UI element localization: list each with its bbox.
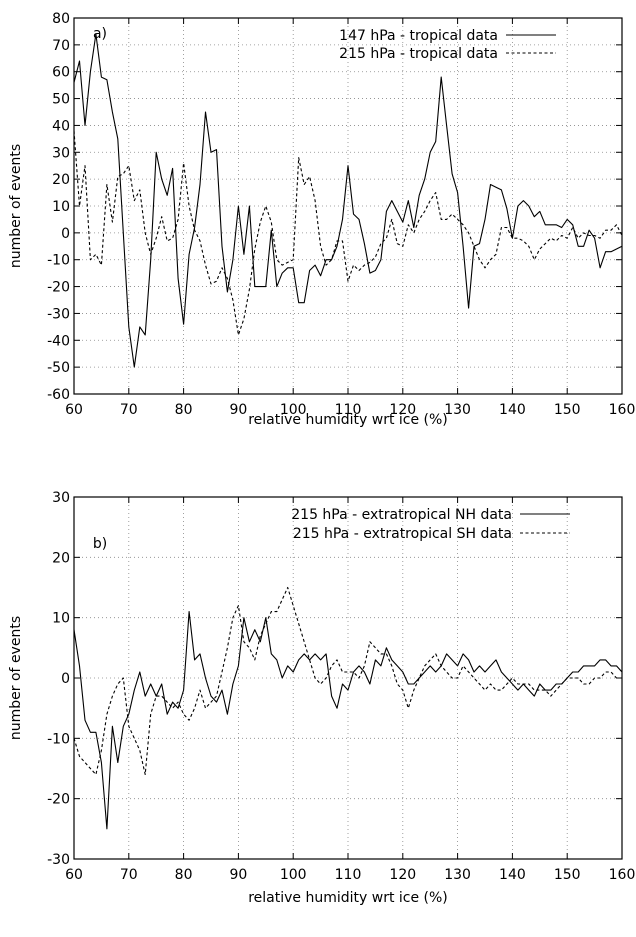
x-tick-label: 120 bbox=[389, 867, 416, 883]
y-tick-label: 10 bbox=[52, 199, 70, 215]
y-axis-label: number of events bbox=[8, 616, 24, 740]
y-tick-label: 0 bbox=[61, 226, 70, 242]
y-axis-label: number of events bbox=[8, 144, 24, 268]
legend-label: 147 hPa - tropical data bbox=[339, 28, 498, 44]
y-tick-label: 10 bbox=[52, 611, 70, 627]
y-tick-label: 20 bbox=[52, 172, 70, 188]
x-tick-label: 60 bbox=[65, 402, 83, 418]
x-tick-label: 140 bbox=[499, 867, 526, 883]
plot-frame bbox=[73, 17, 623, 395]
series-line-2 bbox=[74, 130, 622, 336]
x-tick-label: 140 bbox=[499, 402, 526, 418]
panel-a-chart: 60 70 80 90 100 110 120 130 140 150 160-60-50-40-3… bbox=[8, 11, 635, 428]
x-axis-label: relative humidity wrt ice (%) bbox=[248, 412, 448, 428]
y-tick-label: 30 bbox=[52, 145, 70, 161]
series-line-1 bbox=[74, 611, 622, 830]
y-tick-label: -60 bbox=[47, 387, 70, 403]
x-tick-label: 80 bbox=[175, 867, 193, 883]
y-tick-label: 70 bbox=[52, 38, 70, 54]
x-tick-label: 130 bbox=[444, 402, 471, 418]
y-tick-label: -30 bbox=[47, 852, 70, 868]
x-tick-label: 110 bbox=[335, 402, 362, 418]
x-tick-label: 100 bbox=[280, 402, 307, 418]
legend-label: 215 hPa - extratropical NH data bbox=[291, 507, 512, 523]
panel-label: b) bbox=[93, 536, 107, 552]
y-tick-label: -20 bbox=[47, 792, 70, 808]
x-tick-label: 110 bbox=[335, 867, 362, 883]
y-tick-label: -20 bbox=[47, 280, 70, 296]
x-tick-label: 160 bbox=[609, 867, 636, 883]
x-tick-label: 90 bbox=[229, 402, 247, 418]
y-tick-label: -10 bbox=[47, 731, 70, 747]
y-tick-label: -10 bbox=[47, 253, 70, 269]
plot-frame bbox=[73, 496, 623, 860]
y-tick-label: -40 bbox=[47, 333, 70, 349]
series-line-1 bbox=[74, 33, 622, 368]
y-tick-label: 0 bbox=[61, 671, 70, 687]
y-tick-label: 30 bbox=[52, 490, 70, 506]
y-tick-label: -50 bbox=[47, 360, 70, 376]
y-tick-label: -30 bbox=[47, 306, 70, 322]
y-tick-label: 20 bbox=[52, 550, 70, 566]
y-tick-label: 80 bbox=[52, 11, 70, 27]
y-tick-label: 60 bbox=[52, 65, 70, 81]
x-tick-label: 160 bbox=[609, 402, 636, 418]
x-tick-label: 150 bbox=[554, 867, 581, 883]
x-tick-label: 100 bbox=[280, 867, 307, 883]
x-tick-label: 70 bbox=[120, 402, 138, 418]
x-tick-label: 120 bbox=[389, 402, 416, 418]
legend-label: 215 hPa - tropical data bbox=[339, 46, 498, 62]
x-tick-label: 130 bbox=[444, 867, 471, 883]
y-tick-label: 50 bbox=[52, 92, 70, 108]
panel-b-chart: 60 70 80 90 100 110 120 130 140 150 160 -30 -20 -10 0 1… bbox=[8, 490, 635, 906]
x-tick-label: 60 bbox=[65, 867, 83, 883]
x-tick-label: 80 bbox=[175, 402, 193, 418]
x-axis-label: relative humidity wrt ice (%) bbox=[248, 890, 448, 906]
x-tick-label: 90 bbox=[229, 867, 247, 883]
x-tick-label: 70 bbox=[120, 867, 138, 883]
x-tick-label: 150 bbox=[554, 402, 581, 418]
legend-label: 215 hPa - extratropical SH data bbox=[293, 526, 512, 542]
y-tick-label: 40 bbox=[52, 118, 70, 134]
